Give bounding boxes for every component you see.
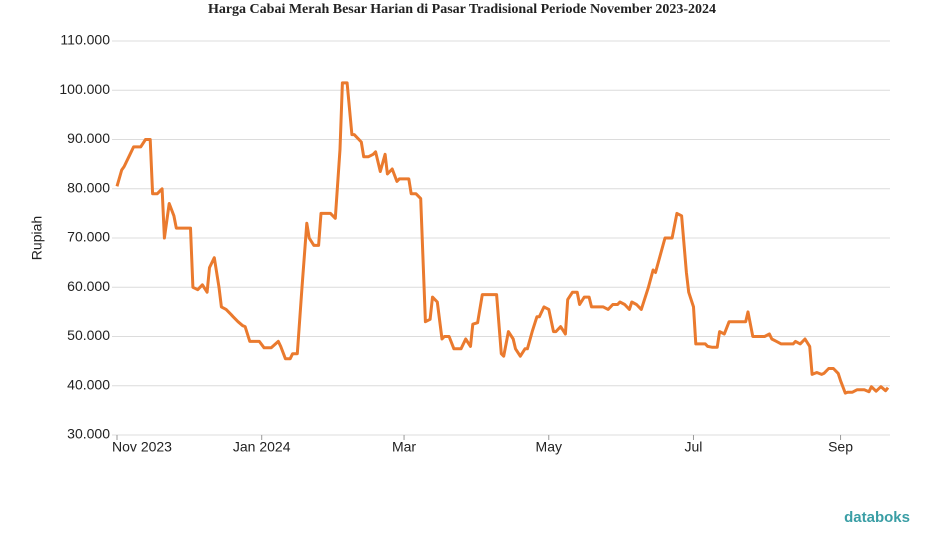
y-tick-label: 110.000	[60, 32, 110, 48]
y-tick-label: 90.000	[67, 130, 110, 146]
y-axis-title: Rupiah	[29, 216, 45, 260]
y-tick-label: 100.000	[59, 81, 110, 97]
y-tick-label: 80.000	[67, 179, 110, 195]
y-tick-label: 40.000	[67, 376, 110, 392]
y-tick-label: 70.000	[67, 229, 110, 245]
x-tick-label: Jul	[685, 439, 703, 455]
y-tick-label: 30.000	[67, 426, 110, 442]
watermark: databoks	[844, 509, 910, 526]
x-tick-label: Nov 2023	[112, 439, 172, 455]
x-tick-label: Mar	[392, 439, 416, 455]
x-tick-label: Sep	[828, 439, 853, 455]
x-tick-label: May	[536, 439, 562, 455]
data-line	[115, 81, 890, 395]
y-tick-label: 50.000	[67, 327, 110, 343]
chart-title: Harga Cabai Merah Besar Harian di Pasar …	[208, 2, 716, 17]
x-tick-label: Jan 2024	[233, 439, 291, 455]
y-tick-label: 60.000	[67, 278, 110, 294]
